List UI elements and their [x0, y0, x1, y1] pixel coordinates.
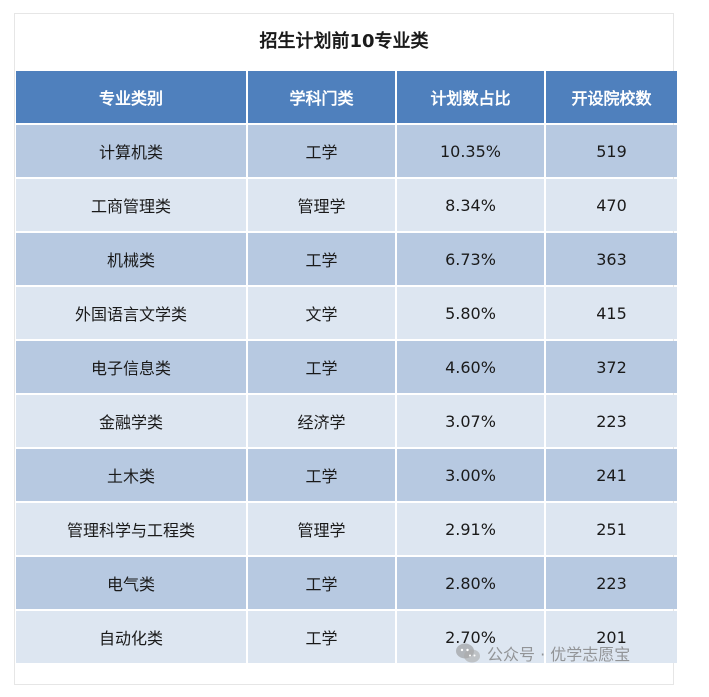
column-header-discipline: 学科门类 — [248, 71, 395, 123]
cell-discipline: 工学 — [248, 125, 395, 177]
table-title: 招生计划前10专业类 — [259, 31, 429, 52]
cell-school-count: 241 — [546, 449, 677, 501]
table-row: 金融学类 经济学 3.07% 223 — [16, 395, 677, 447]
cell-major-category: 工商管理类 — [16, 179, 246, 231]
cell-plan-share: 3.07% — [397, 395, 544, 447]
cell-major-category: 土木类 — [16, 449, 246, 501]
cell-school-count: 372 — [546, 341, 677, 393]
cell-major-category: 金融学类 — [16, 395, 246, 447]
cell-school-count: 415 — [546, 287, 677, 339]
column-header-plan-share: 计划数占比 — [397, 71, 544, 123]
enrollment-plan-table: 专业类别 学科门类 计划数占比 开设院校数 计算机类 工学 10.35% 519 工商管… — [14, 69, 679, 665]
cell-major-category: 电子信息类 — [16, 341, 246, 393]
cell-major-category: 管理科学与工程类 — [16, 503, 246, 555]
cell-school-count: 519 — [546, 125, 677, 177]
cell-plan-share: 6.73% — [397, 233, 544, 285]
cell-school-count: 251 — [546, 503, 677, 555]
table-row: 土木类 工学 3.00% 241 — [16, 449, 677, 501]
cell-discipline: 工学 — [248, 611, 395, 663]
cell-plan-share: 2.91% — [397, 503, 544, 555]
cell-discipline: 工学 — [248, 557, 395, 609]
cell-plan-share: 4.60% — [397, 341, 544, 393]
cell-major-category: 计算机类 — [16, 125, 246, 177]
cell-major-category: 自动化类 — [16, 611, 246, 663]
cell-discipline: 经济学 — [248, 395, 395, 447]
cell-discipline: 工学 — [248, 449, 395, 501]
cell-school-count: 223 — [546, 557, 677, 609]
cell-major-category: 电气类 — [16, 557, 246, 609]
cell-school-count: 470 — [546, 179, 677, 231]
watermark: 公众号 · 优学志愿宝 — [455, 640, 630, 666]
watermark-text: 公众号 · 优学志愿宝 — [487, 645, 631, 664]
cell-school-count: 363 — [546, 233, 677, 285]
cell-plan-share: 5.80% — [397, 287, 544, 339]
cell-discipline: 管理学 — [248, 179, 395, 231]
cell-major-category: 外国语言文学类 — [16, 287, 246, 339]
table-row: 外国语言文学类 文学 5.80% 415 — [16, 287, 677, 339]
table-container: 招生计划前10专业类 专业类别 学科门类 计划数占比 开设院校数 计算机类 工学 1… — [14, 13, 677, 685]
wechat-icon — [455, 642, 481, 664]
table-row: 电气类 工学 2.80% 223 — [16, 557, 677, 609]
table-header-row: 专业类别 学科门类 计划数占比 开设院校数 — [16, 71, 677, 123]
cell-plan-share: 8.34% — [397, 179, 544, 231]
table-row: 工商管理类 管理学 8.34% 470 — [16, 179, 677, 231]
cell-discipline: 文学 — [248, 287, 395, 339]
cell-school-count: 201 — [546, 611, 677, 663]
cell-school-count: 223 — [546, 395, 677, 447]
cell-plan-share: 2.80% — [397, 557, 544, 609]
cell-discipline: 工学 — [248, 233, 395, 285]
cell-discipline: 管理学 — [248, 503, 395, 555]
table-row: 管理科学与工程类 管理学 2.91% 251 — [16, 503, 677, 555]
cell-discipline: 工学 — [248, 341, 395, 393]
table-row: 电子信息类 工学 4.60% 372 — [16, 341, 677, 393]
cell-major-category: 机械类 — [16, 233, 246, 285]
column-header-school-count: 开设院校数 — [546, 71, 677, 123]
column-header-major-category: 专业类别 — [16, 71, 246, 123]
table-row: 机械类 工学 6.73% 363 — [16, 233, 677, 285]
table-row: 计算机类 工学 10.35% 519 — [16, 125, 677, 177]
cell-plan-share: 10.35% — [397, 125, 544, 177]
cell-plan-share: 3.00% — [397, 449, 544, 501]
